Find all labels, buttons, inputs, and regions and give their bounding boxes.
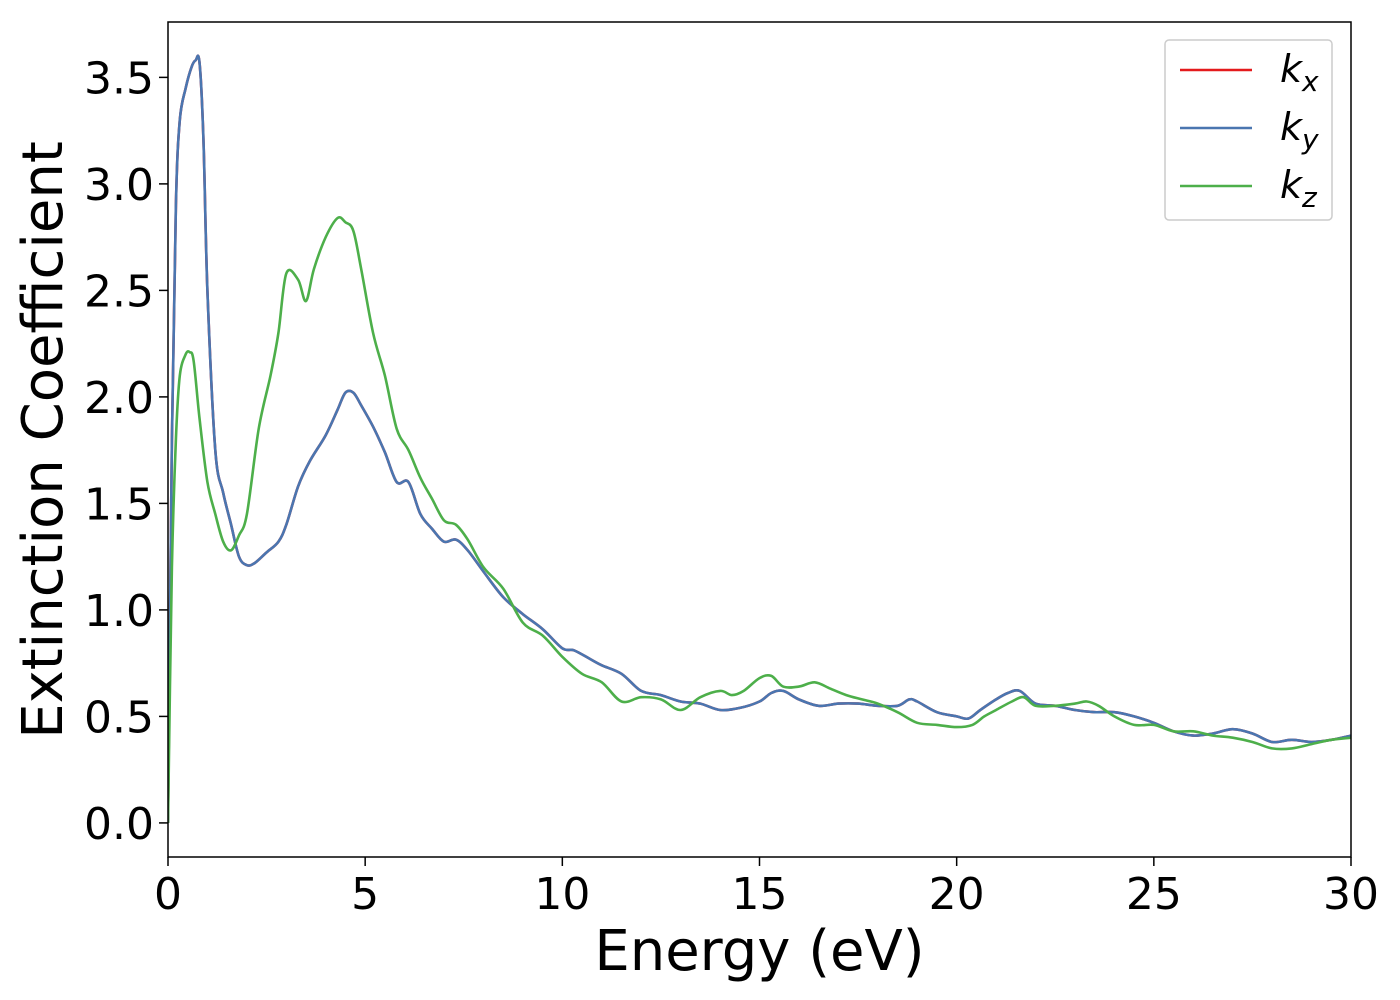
y-tick-label: 0.0 [84, 799, 154, 850]
x-tick-label: 25 [1126, 869, 1182, 920]
x-tick-label: 0 [154, 869, 182, 920]
y-axis: 0.0 0.5 1.0 1.5 2.0 2.5 3.0 3.5 [84, 53, 168, 850]
y-axis-title: Extinction Coefficient [11, 141, 76, 739]
x-axis: 0 5 10 15 20 25 30 [154, 857, 1379, 920]
x-tick-label: 15 [732, 869, 788, 920]
y-tick-label: 1.0 [84, 586, 154, 637]
x-tick-label: 5 [351, 869, 379, 920]
y-tick-label: 3.5 [84, 53, 154, 104]
x-tick-label: 20 [929, 869, 985, 920]
y-tick-label: 1.5 [84, 479, 154, 530]
x-tick-label: 30 [1323, 869, 1379, 920]
x-axis-title: Energy (eV) [594, 919, 924, 984]
y-tick-label: 0.5 [84, 692, 154, 743]
y-tick-label: 3.0 [84, 160, 154, 211]
y-tick-label: 2.5 [84, 266, 154, 317]
plot-series-group [168, 54, 1351, 823]
y-tick-label: 2.0 [84, 373, 154, 424]
x-tick-label: 10 [534, 869, 590, 920]
series-line-kz [168, 216, 1351, 823]
legend-box [1164, 39, 1333, 221]
series-line-ky [168, 54, 1351, 823]
